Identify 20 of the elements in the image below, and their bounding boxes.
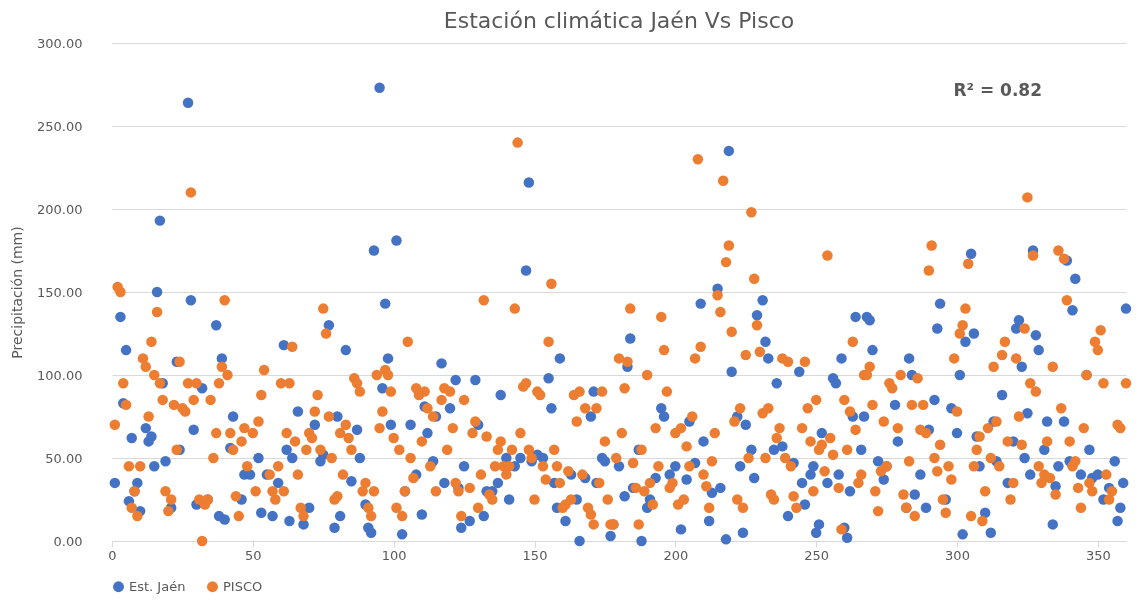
x-tick-label: 0: [108, 547, 117, 563]
y-tick-label: 150.00: [37, 284, 83, 300]
y-axis-title: Precipitación (mm): [9, 226, 26, 359]
x-tick-label: 200: [663, 547, 689, 563]
x-tick-label: 350: [1085, 547, 1111, 563]
x-tick-label: 50: [245, 547, 262, 563]
x-tick-label: 250: [804, 547, 830, 563]
y-tick-label: 200.00: [37, 201, 83, 217]
legend-label: PISCO: [223, 578, 263, 594]
x-tick-label: 100: [381, 547, 407, 563]
y-tick-label: 50.00: [45, 450, 83, 466]
y-tick-label: 0.00: [53, 533, 83, 549]
y-tick-label: 300.00: [37, 35, 83, 51]
legend-label: Est. Jaén: [129, 578, 186, 594]
annotation: R² = 0.82: [953, 80, 1042, 100]
chart-title: Estación climática Jaén Vs Pisco: [443, 8, 795, 33]
y-tick-label: 250.00: [37, 118, 83, 134]
x-tick-label: 150: [522, 547, 548, 563]
y-tick-label: 100.00: [37, 367, 83, 383]
x-tick-label: 300: [945, 547, 970, 563]
